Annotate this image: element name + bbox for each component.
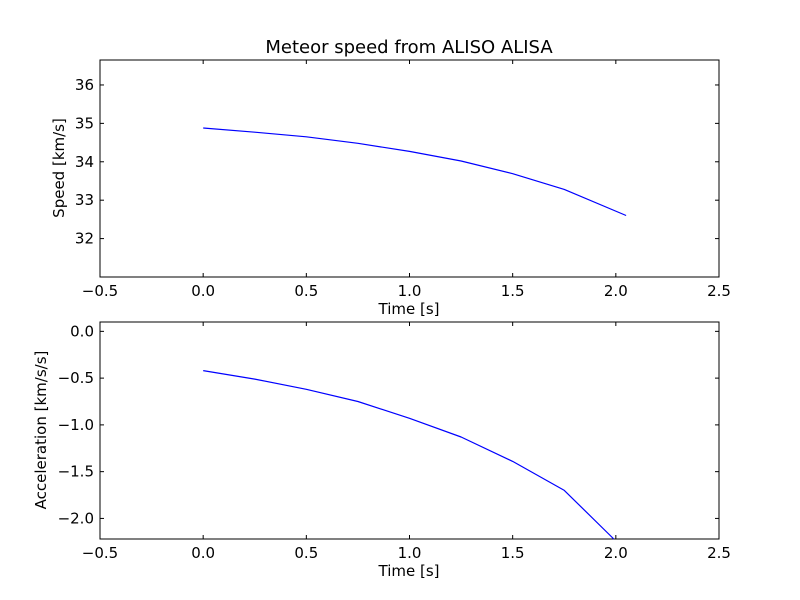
- speed-x-tick-3-label: 1.0: [398, 282, 422, 300]
- acceleration-y-tick-3-label: −1.5: [58, 463, 94, 481]
- acceleration-panel: −0.5 0.0 0.5 1.0 1.5 2.0 2.5 0.0 −0.5 −1.0 −1.5 −2…: [32, 321, 731, 580]
- acceleration-x-tick-5-label: 2.0: [604, 544, 628, 562]
- speed-series-line-0: [203, 127, 627, 217]
- acceleration-y-tick-0-label: 0.0: [70, 322, 94, 340]
- speed-series: [203, 127, 627, 217]
- chart-title: Meteor speed from ALISO ALISA: [265, 37, 553, 58]
- speed-y-tick-4-label: 36: [75, 76, 94, 94]
- acceleration-x-tick-2-label: 0.5: [294, 544, 318, 562]
- acceleration-y-ticks: 0.0 −0.5 −1.0 −1.5 −2.0: [58, 322, 719, 527]
- acceleration-y-tick-1-label: −0.5: [58, 369, 94, 387]
- acceleration-x-tick-3-label: 1.0: [398, 544, 422, 562]
- speed-x-tick-5-label: 2.0: [604, 282, 628, 300]
- acceleration-x-tick-4-label: 1.5: [501, 544, 525, 562]
- speed-y-tick-1-label: 33: [75, 191, 94, 209]
- speed-x-tick-4-label: 1.5: [501, 282, 525, 300]
- acceleration-series: [203, 370, 615, 540]
- acceleration-x-ticks: −0.5 0.0 0.5 1.0 1.5 2.0 2.5: [82, 322, 731, 562]
- acceleration-y-axis-label: Acceleration [km/s/s]: [32, 351, 50, 510]
- acceleration-y-tick-2-label: −1.0: [58, 416, 94, 434]
- speed-x-ticks: −0.5 0.0 0.5 1.0 1.5 2.0 2.5: [82, 60, 731, 300]
- speed-x-tick-1-label: 0.0: [191, 282, 215, 300]
- speed-panel: −0.5 0.0 0.5 1.0 1.5 2.0 2.5 32 33 34 35 36 Time […: [50, 59, 731, 318]
- speed-x-axis-label: Time [s]: [378, 300, 440, 318]
- speed-y-tick-3-label: 35: [75, 114, 94, 132]
- speed-x-tick-2-label: 0.5: [294, 282, 318, 300]
- speed-x-tick-6-label: 2.5: [707, 282, 731, 300]
- speed-y-ticks: 32 33 34 35 36: [75, 76, 719, 248]
- speed-x-tick-0-label: −0.5: [82, 282, 118, 300]
- speed-y-tick-2-label: 34: [75, 153, 94, 171]
- speed-y-axis-label: Speed [km/s]: [50, 118, 68, 218]
- acceleration-series-line-0: [203, 370, 615, 540]
- acceleration-x-tick-1-label: 0.0: [191, 544, 215, 562]
- acceleration-x-axis-label: Time [s]: [378, 562, 440, 580]
- acceleration-x-tick-6-label: 2.5: [707, 544, 731, 562]
- acceleration-y-tick-4-label: −2.0: [58, 509, 94, 527]
- speed-y-tick-0-label: 32: [75, 230, 94, 248]
- acceleration-x-tick-0-label: −0.5: [82, 544, 118, 562]
